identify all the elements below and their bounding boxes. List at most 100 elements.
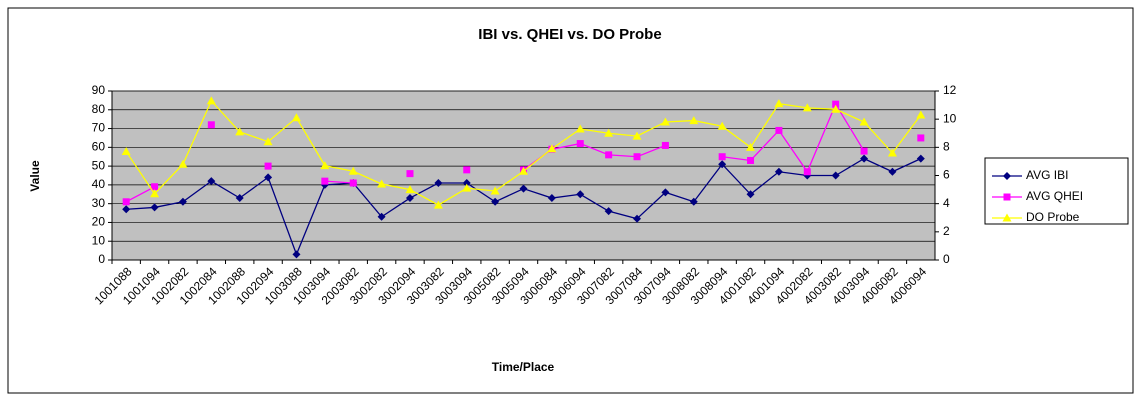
data-point — [831, 171, 840, 180]
data-point — [235, 194, 244, 203]
data-point — [604, 207, 613, 216]
y-tick-label: 20 — [92, 215, 106, 229]
data-point — [462, 183, 472, 192]
legend-label: AVG IBI — [1026, 168, 1068, 182]
data-point — [717, 121, 727, 130]
y-tick-label: 50 — [92, 158, 106, 172]
y-tick-label: 30 — [92, 196, 106, 210]
data-point — [206, 96, 216, 105]
x-axis-label: Time/Place — [492, 360, 555, 374]
data-point — [1003, 193, 1011, 201]
y-tick-label: 60 — [92, 140, 106, 154]
data-point — [576, 140, 584, 148]
y-tick-label: 70 — [92, 121, 106, 135]
data-point — [860, 154, 869, 163]
data-point — [320, 161, 330, 170]
data-point — [917, 134, 925, 142]
data-point — [491, 197, 500, 206]
y-tick-label: 80 — [92, 102, 106, 116]
data-point — [803, 168, 811, 176]
data-point — [718, 160, 727, 169]
data-point — [377, 179, 387, 188]
legend-label: DO Probe — [1026, 210, 1080, 224]
data-point — [860, 147, 868, 155]
y-tick-label: 90 — [92, 83, 106, 97]
data-point — [747, 156, 755, 164]
data-point — [1003, 172, 1011, 180]
data-point — [405, 194, 414, 203]
data-point — [405, 185, 415, 194]
data-point — [207, 121, 215, 129]
data-point — [235, 127, 245, 136]
data-point — [178, 197, 187, 206]
data-point — [519, 184, 528, 193]
data-point — [462, 179, 471, 188]
data-point — [916, 110, 926, 119]
data-point — [802, 103, 812, 112]
y2-tick-label: 8 — [943, 140, 950, 154]
y2-tick-label: 6 — [943, 168, 950, 182]
data-point — [775, 126, 783, 134]
chart-title: IBI vs. QHEI vs. DO Probe — [478, 26, 661, 43]
data-point — [178, 159, 188, 168]
data-point — [122, 198, 130, 206]
data-point — [633, 153, 641, 161]
data-point — [519, 166, 528, 175]
data-point — [774, 167, 783, 176]
data-point — [463, 166, 471, 174]
data-point — [859, 117, 869, 126]
data-point — [746, 190, 755, 199]
data-point — [888, 167, 897, 176]
y-tick-label: 0 — [98, 252, 105, 266]
data-point — [575, 124, 585, 133]
data-point — [150, 203, 159, 212]
data-point — [604, 128, 614, 137]
data-point — [348, 166, 358, 175]
y2-tick-label: 2 — [943, 224, 950, 238]
data-point — [547, 194, 556, 203]
data-point — [718, 153, 726, 161]
y2-tick-label: 4 — [943, 196, 950, 210]
data-point — [605, 151, 613, 159]
data-point — [349, 179, 357, 187]
data-point — [122, 205, 131, 214]
data-point — [661, 188, 670, 197]
data-point — [321, 177, 329, 185]
data-point — [576, 190, 585, 199]
y2-tick-label: 10 — [943, 111, 957, 125]
data-point — [291, 113, 301, 122]
y-tick-label: 10 — [92, 233, 106, 247]
data-point — [490, 186, 500, 195]
data-point — [264, 173, 273, 182]
data-point — [632, 131, 642, 140]
y2-tick-label: 0 — [943, 252, 950, 266]
data-point — [547, 144, 557, 153]
data-point — [661, 141, 669, 149]
y2-tick-label: 12 — [943, 83, 957, 97]
data-point — [433, 200, 443, 209]
data-point — [689, 116, 699, 125]
data-point — [434, 179, 443, 188]
data-point — [746, 142, 756, 151]
legend-label: AVG QHEI — [1026, 189, 1083, 203]
data-point — [660, 117, 670, 126]
data-point — [633, 214, 642, 223]
data-point — [774, 99, 784, 108]
plot-area — [111, 90, 936, 261]
data-point — [263, 137, 273, 146]
data-point — [1002, 213, 1012, 222]
data-point — [377, 212, 386, 221]
y-tick-label: 40 — [92, 177, 106, 191]
legend — [984, 157, 1129, 225]
y-axis-label: Value — [28, 160, 42, 192]
data-point — [121, 147, 131, 156]
data-point — [207, 177, 216, 186]
data-point — [916, 154, 925, 163]
data-point — [406, 170, 414, 178]
data-point — [292, 250, 301, 259]
data-point — [264, 162, 272, 170]
data-point — [832, 100, 840, 108]
data-point — [689, 197, 698, 206]
data-point — [887, 148, 897, 157]
